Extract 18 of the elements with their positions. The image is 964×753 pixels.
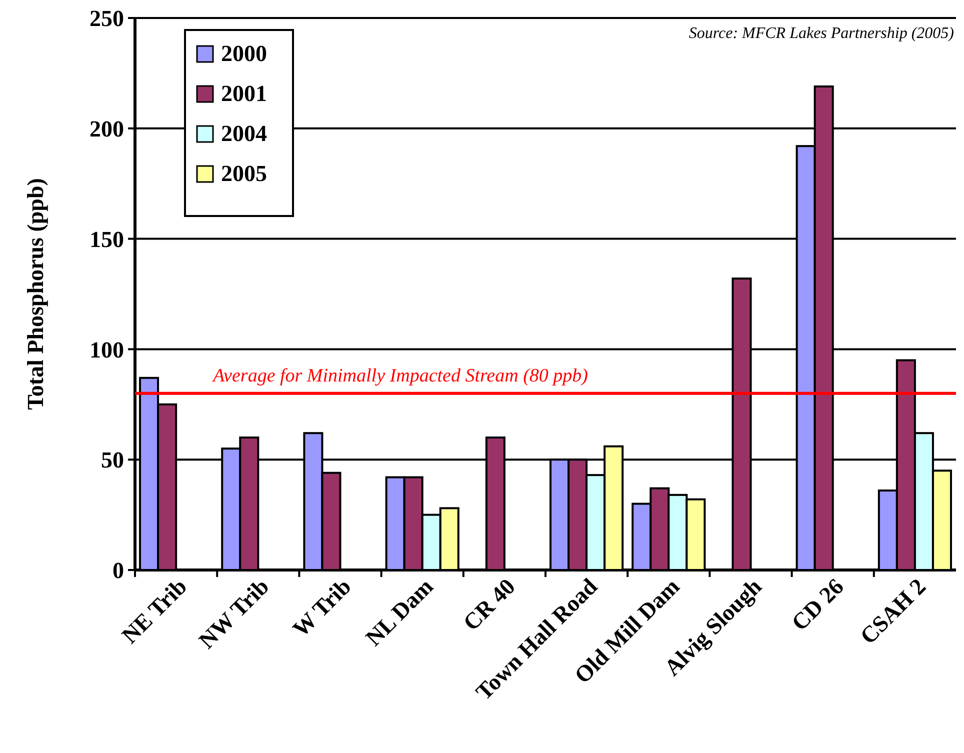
legend-label: 2001: [221, 81, 267, 106]
legend-label: 2000: [221, 41, 267, 66]
legend-label: 2005: [221, 161, 267, 186]
annotation: Source: MFCR Lakes Partnership (2005): [688, 25, 954, 42]
y-tick-label: 150: [90, 226, 124, 252]
x-tick-label: CR 40: [458, 574, 520, 636]
x-tick-label: NW Trib: [194, 574, 274, 654]
y-tick-label: 250: [90, 6, 124, 32]
y-tick-label: 200: [90, 116, 124, 142]
y-tick-label: 0: [112, 558, 124, 584]
y-tick-label: 50: [101, 448, 124, 473]
x-tick-label: NL Dam: [361, 574, 438, 651]
legend-label: 2004: [221, 121, 268, 146]
x-tick-label: CD 26: [786, 574, 848, 636]
ref-line-label: Average for Minimally Impacted Stream (80 ppb): [211, 365, 588, 386]
x-tick-label: W Trib: [288, 574, 356, 642]
y-axis-title: Total Phosphorus (ppb): [23, 178, 48, 410]
y-tick-label: 100: [90, 337, 124, 362]
